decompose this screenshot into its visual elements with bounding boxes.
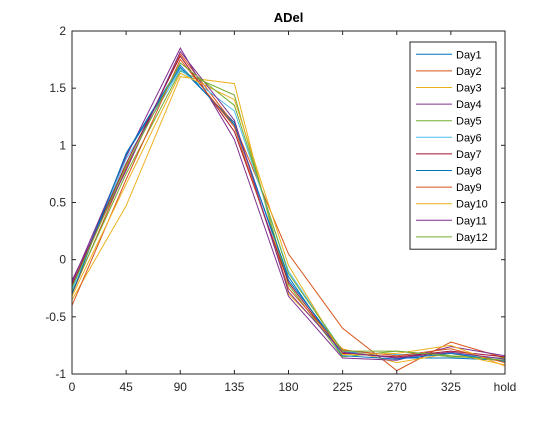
x-tick-label: 270 (387, 380, 407, 394)
series-line-1 (71, 66, 506, 361)
x-tick-label: 225 (333, 380, 353, 394)
series-layer (71, 47, 506, 372)
x-tick-label: 325 (441, 380, 461, 394)
legend-box (409, 41, 497, 250)
legend-label: Day10 (456, 199, 488, 211)
legend-label: Day4 (456, 99, 482, 111)
y-tick-label: -1 (55, 367, 66, 381)
legend-label: Day1 (456, 49, 482, 61)
y-tick-label: 0.5 (49, 196, 66, 210)
series-line-9 (71, 58, 506, 364)
series-line-8 (71, 64, 506, 362)
series-line-10 (71, 72, 506, 367)
y-tick-label: -0.5 (45, 310, 66, 324)
y-tick-label: 1.5 (49, 81, 66, 95)
y-tick-label: 2 (59, 24, 66, 38)
chart-title: ADel (274, 10, 304, 25)
legend-label: Day12 (456, 232, 488, 244)
legend-label: Day2 (456, 66, 482, 78)
x-tick-label: hold (494, 380, 517, 394)
y-tick-label: 1 (59, 138, 66, 152)
legend-label: Day8 (456, 166, 482, 178)
x-tick-label: 0 (69, 380, 76, 394)
legend-label: Day7 (456, 149, 482, 161)
legend[interactable]: Day1 Day2 Day3 Day4 Day5 Day6 Day7 Day8 Day9 Day1… (409, 41, 497, 250)
legend-label: Day9 (456, 182, 482, 194)
axis-ticks: 0 45 90 135 180 225 270 325 hold -1 -0.5 0 0.5 1 1.5 2 (45, 24, 516, 394)
y-tick-label: 0 (59, 253, 66, 267)
series-line-12 (71, 62, 506, 361)
legend-label: Day6 (456, 132, 482, 144)
x-tick-label: 45 (119, 380, 133, 394)
x-tick-label: 180 (278, 380, 298, 394)
series-line-7 (71, 55, 506, 358)
series-line-3 (71, 76, 506, 366)
legend-label: Day5 (456, 116, 482, 128)
legend-label: Day11 (456, 215, 487, 227)
legend-label: Day3 (456, 83, 482, 95)
x-tick-label: 90 (174, 380, 188, 394)
x-tick-label: 135 (224, 380, 244, 394)
